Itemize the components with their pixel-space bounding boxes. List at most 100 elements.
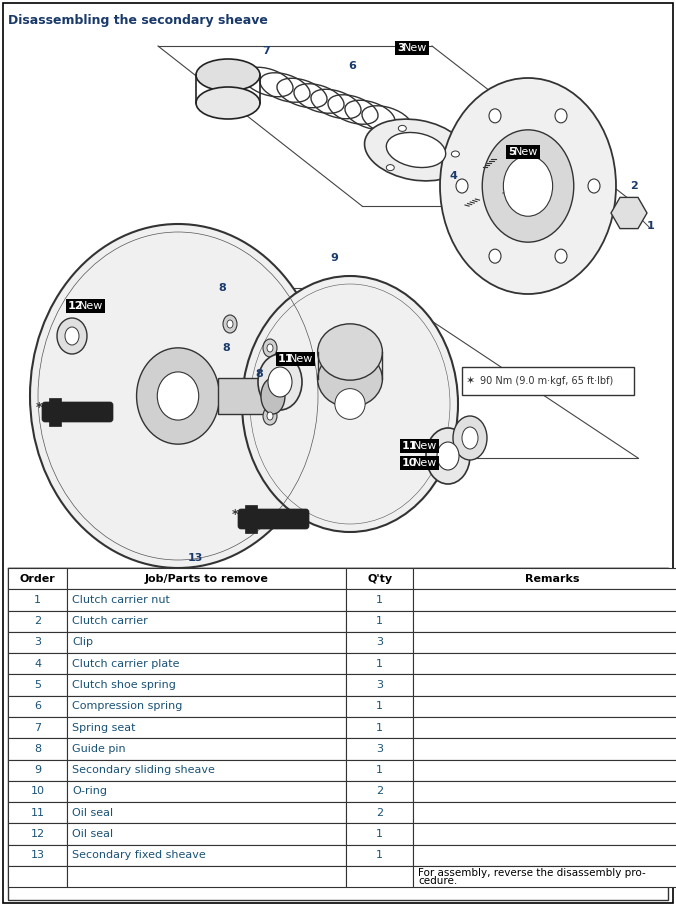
Ellipse shape <box>482 130 574 242</box>
Bar <box>414 802 676 824</box>
Text: 9: 9 <box>34 766 41 776</box>
Text: 1: 1 <box>377 616 383 626</box>
Bar <box>414 824 676 844</box>
Text: 12: 12 <box>30 829 45 839</box>
Bar <box>395 41 429 55</box>
Ellipse shape <box>555 109 567 123</box>
Ellipse shape <box>196 59 260 91</box>
Text: O-ring: O-ring <box>72 786 107 796</box>
Text: New: New <box>402 43 427 53</box>
Ellipse shape <box>588 179 600 193</box>
Bar <box>66 299 105 313</box>
Text: For assembly, reverse the disassembly pro-: For assembly, reverse the disassembly pr… <box>418 868 646 878</box>
Bar <box>346 589 414 611</box>
Bar <box>68 866 346 887</box>
Bar <box>414 781 676 802</box>
Bar <box>346 653 414 674</box>
Text: cedure.: cedure. <box>418 876 458 886</box>
Bar <box>346 611 414 631</box>
Text: 1: 1 <box>377 659 383 669</box>
Bar <box>276 352 315 366</box>
Ellipse shape <box>489 249 501 263</box>
Text: 3: 3 <box>34 638 41 648</box>
Text: 3: 3 <box>377 744 383 754</box>
Bar <box>8 866 68 887</box>
Text: Guide pin: Guide pin <box>72 744 126 754</box>
Bar <box>414 759 676 781</box>
Text: 1: 1 <box>377 723 383 733</box>
Bar <box>414 696 676 717</box>
Text: Job/Parts to remove: Job/Parts to remove <box>145 573 268 583</box>
Bar <box>8 717 68 738</box>
FancyBboxPatch shape <box>238 509 309 529</box>
Ellipse shape <box>268 367 292 397</box>
Ellipse shape <box>426 428 470 484</box>
Ellipse shape <box>57 318 87 354</box>
Bar <box>8 759 68 781</box>
Bar <box>346 824 414 844</box>
Text: *: * <box>232 508 239 521</box>
Ellipse shape <box>452 151 460 157</box>
Text: 1: 1 <box>377 766 383 776</box>
Text: Clutch shoe spring: Clutch shoe spring <box>72 680 176 690</box>
Text: 8: 8 <box>34 744 41 754</box>
Text: Clutch carrier: Clutch carrier <box>72 616 148 626</box>
Text: 2: 2 <box>630 181 637 191</box>
Bar <box>346 844 414 866</box>
Bar <box>8 631 68 653</box>
Bar <box>8 738 68 759</box>
Text: Remarks: Remarks <box>525 573 580 583</box>
Text: New: New <box>413 441 437 451</box>
Ellipse shape <box>263 339 277 357</box>
Text: New: New <box>79 301 103 311</box>
Text: 8: 8 <box>222 343 230 353</box>
Bar <box>68 717 346 738</box>
Bar <box>414 568 676 589</box>
Bar <box>414 717 676 738</box>
Bar <box>414 611 676 631</box>
Text: 7: 7 <box>34 723 41 733</box>
Bar <box>68 631 346 653</box>
Bar <box>8 824 68 844</box>
Text: 13: 13 <box>30 851 45 861</box>
Text: 11: 11 <box>402 441 418 451</box>
Bar <box>68 802 346 824</box>
Bar <box>346 696 414 717</box>
Ellipse shape <box>267 344 273 352</box>
Ellipse shape <box>227 320 233 328</box>
Text: New: New <box>413 458 437 468</box>
Text: *: * <box>36 401 43 414</box>
Text: 3: 3 <box>397 43 405 53</box>
Bar <box>8 802 68 824</box>
Text: Oil seal: Oil seal <box>72 829 114 839</box>
Text: 4: 4 <box>450 171 458 181</box>
Bar <box>414 866 676 887</box>
Text: 2: 2 <box>34 616 41 626</box>
Ellipse shape <box>489 109 501 123</box>
Ellipse shape <box>318 323 383 381</box>
Text: Compression spring: Compression spring <box>72 701 183 711</box>
Text: 12: 12 <box>68 301 84 311</box>
Text: 2: 2 <box>376 808 383 818</box>
Text: ✶: ✶ <box>466 376 475 386</box>
Text: 9: 9 <box>330 253 338 263</box>
Bar <box>68 696 346 717</box>
Bar <box>68 674 346 696</box>
Text: Clutch carrier nut: Clutch carrier nut <box>72 595 170 605</box>
Bar <box>8 568 668 900</box>
Bar <box>346 568 414 589</box>
Bar <box>68 738 346 759</box>
Text: Spring seat: Spring seat <box>72 723 136 733</box>
Bar <box>68 844 346 866</box>
Ellipse shape <box>258 354 302 410</box>
Text: Secondary sliding sheave: Secondary sliding sheave <box>72 766 215 776</box>
Text: Order: Order <box>20 573 55 583</box>
Bar <box>400 456 439 470</box>
Ellipse shape <box>30 224 326 568</box>
Bar <box>506 145 539 159</box>
Text: Clip: Clip <box>72 638 93 648</box>
Bar <box>346 802 414 824</box>
Text: 1: 1 <box>647 221 655 231</box>
Ellipse shape <box>386 132 445 168</box>
Ellipse shape <box>158 372 199 420</box>
